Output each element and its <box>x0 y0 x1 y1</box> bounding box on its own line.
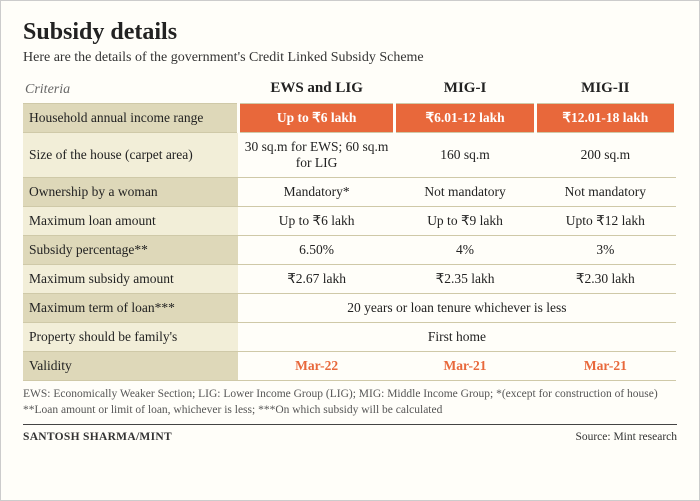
byline: SANTOSH SHARMA/MINT <box>23 431 172 443</box>
row-term: Maximum term of loan*** 20 years or loan… <box>23 294 676 323</box>
row-label: Household annual income range <box>23 104 238 133</box>
cell-span: 20 years or loan tenure whichever is les… <box>238 294 675 323</box>
col-header-ews-lig: EWS and LIG <box>238 76 395 104</box>
cell-value: 4% <box>395 236 535 265</box>
row-label: Maximum subsidy amount <box>23 265 238 294</box>
cell-value: ₹12.01-18 lakh <box>535 104 675 133</box>
row-maxloan: Maximum loan amount Up to ₹6 lakh Up to … <box>23 207 676 236</box>
row-label: Maximum term of loan*** <box>23 294 238 323</box>
row-income: Household annual income range Up to ₹6 l… <box>23 104 676 133</box>
cell-span: First home <box>238 323 675 352</box>
cell-value: ₹6.01-12 lakh <box>395 104 535 133</box>
row-size: Size of the house (carpet area) 30 sq.m … <box>23 133 676 178</box>
footnote: EWS: Economically Weaker Section; LIG: L… <box>23 387 677 425</box>
row-label: Validity <box>23 352 238 381</box>
cell-value: ₹2.35 lakh <box>395 265 535 294</box>
col-header-mig1: MIG-I <box>395 76 535 104</box>
cell-value: Not mandatory <box>395 178 535 207</box>
cell-value: 160 sq.m <box>395 133 535 178</box>
row-ownership: Ownership by a woman Mandatory* Not mand… <box>23 178 676 207</box>
cell-value: 200 sq.m <box>535 133 675 178</box>
cell-value: Mandatory* <box>238 178 395 207</box>
cell-value: 3% <box>535 236 675 265</box>
subsidy-table: Criteria EWS and LIG MIG-I MIG-II Househ… <box>23 76 677 381</box>
row-property: Property should be family's First home <box>23 323 676 352</box>
credit-row: SANTOSH SHARMA/MINT Source: Mint researc… <box>23 431 677 443</box>
cell-value: ₹2.67 lakh <box>238 265 395 294</box>
cell-value: Up to ₹9 lakh <box>395 207 535 236</box>
page-subtitle: Here are the details of the government's… <box>23 50 677 66</box>
row-label: Property should be family's <box>23 323 238 352</box>
source-label: Source: Mint research <box>575 431 677 443</box>
cell-value: Not mandatory <box>535 178 675 207</box>
cell-value: 30 sq.m for EWS; 60 sq.m for LIG <box>238 133 395 178</box>
row-label: Subsidy percentage** <box>23 236 238 265</box>
cell-value: Mar-21 <box>395 352 535 381</box>
row-label: Ownership by a woman <box>23 178 238 207</box>
row-validity: Validity Mar-22 Mar-21 Mar-21 <box>23 352 676 381</box>
cell-value: 6.50% <box>238 236 395 265</box>
row-pct: Subsidy percentage** 6.50% 4% 3% <box>23 236 676 265</box>
header-row: Criteria EWS and LIG MIG-I MIG-II <box>23 76 676 104</box>
row-label: Size of the house (carpet area) <box>23 133 238 178</box>
page-title: Subsidy details <box>23 19 677 46</box>
cell-value: ₹2.30 lakh <box>535 265 675 294</box>
cell-value: Mar-22 <box>238 352 395 381</box>
cell-value: Upto ₹12 lakh <box>535 207 675 236</box>
row-label: Maximum loan amount <box>23 207 238 236</box>
cell-value: Up to ₹6 lakh <box>238 104 395 133</box>
criteria-header: Criteria <box>23 76 238 104</box>
cell-value: Mar-21 <box>535 352 675 381</box>
cell-value: Up to ₹6 lakh <box>238 207 395 236</box>
row-maxsub: Maximum subsidy amount ₹2.67 lakh ₹2.35 … <box>23 265 676 294</box>
col-header-mig2: MIG-II <box>535 76 675 104</box>
